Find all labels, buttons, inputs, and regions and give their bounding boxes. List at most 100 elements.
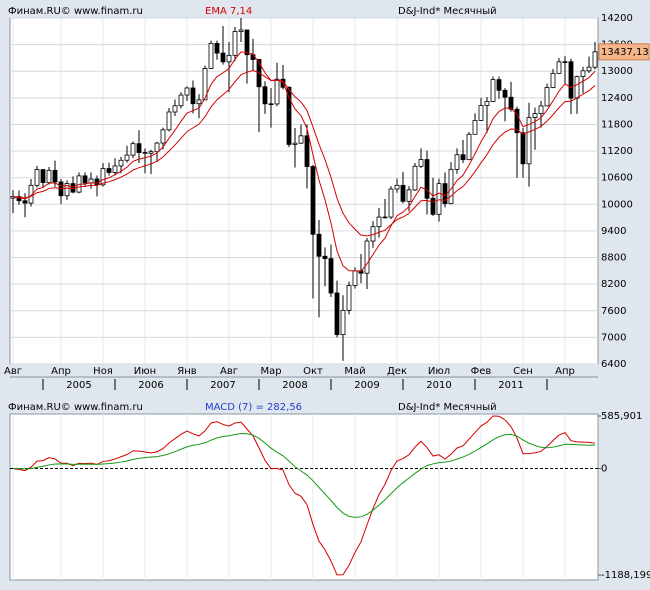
candle-body bbox=[322, 255, 328, 260]
candle-body bbox=[118, 159, 124, 167]
y-tick-label: 7600 bbox=[601, 306, 626, 317]
x-tick-label: Авг bbox=[220, 366, 238, 377]
year-label: 2008 bbox=[282, 380, 307, 391]
candle-body bbox=[22, 200, 28, 204]
candle-body bbox=[520, 132, 526, 165]
candle-body bbox=[346, 285, 352, 311]
indicator-line bbox=[12, 51, 596, 272]
candle-body bbox=[28, 184, 34, 204]
candle-body bbox=[136, 143, 142, 153]
header-left: Финам.RU© www.finam.ru bbox=[8, 6, 143, 17]
candle-body bbox=[154, 142, 160, 153]
candle-body bbox=[526, 117, 532, 165]
x-tick-label: Май bbox=[344, 366, 365, 377]
last-price-tag bbox=[598, 43, 650, 61]
candle-body bbox=[220, 52, 226, 63]
candle-body bbox=[16, 196, 22, 202]
x-tick-label: Мар bbox=[260, 366, 281, 377]
candle-body bbox=[52, 169, 58, 183]
indicator-line bbox=[12, 432, 596, 518]
candle-body bbox=[514, 108, 520, 134]
candle-body bbox=[352, 270, 358, 286]
header-right: D&J-Ind* Месячный bbox=[398, 6, 497, 17]
candle-body bbox=[64, 183, 70, 197]
candle-body bbox=[550, 72, 556, 88]
y-tick-label: 12400 bbox=[601, 93, 633, 104]
x-tick-label: Апр bbox=[51, 366, 71, 377]
candle-body bbox=[148, 151, 154, 154]
candle-body bbox=[466, 133, 472, 161]
candle-body bbox=[304, 135, 310, 167]
candle-body bbox=[196, 99, 202, 105]
candle-body bbox=[130, 143, 136, 156]
candle-body bbox=[376, 216, 382, 228]
candle-body bbox=[508, 96, 514, 110]
x-tick-label: Июл bbox=[428, 366, 450, 377]
y-tick-label: 7000 bbox=[601, 332, 626, 343]
candle-body bbox=[208, 42, 214, 69]
candle-body bbox=[274, 78, 280, 105]
chart-title: MACD (7) = 282,56 bbox=[205, 402, 302, 413]
candle-body bbox=[484, 100, 490, 106]
candle-body bbox=[574, 76, 580, 99]
candle-body bbox=[202, 68, 208, 101]
candle-body bbox=[100, 168, 106, 186]
candle-body bbox=[178, 94, 184, 107]
candle-body bbox=[166, 111, 172, 131]
candle-body bbox=[334, 292, 340, 335]
candle-body bbox=[262, 86, 268, 105]
y-tick-label: 11200 bbox=[601, 146, 633, 157]
last-price-label: 13437,13 bbox=[601, 47, 649, 58]
x-tick-label: Авг bbox=[4, 366, 22, 377]
candle-body bbox=[40, 169, 46, 183]
year-label: 2007 bbox=[210, 380, 235, 391]
candle-body bbox=[172, 105, 178, 113]
candle-body bbox=[328, 258, 334, 294]
indicator-line bbox=[12, 415, 596, 576]
y-tick-label: 10000 bbox=[601, 199, 633, 210]
candle-body bbox=[214, 42, 220, 54]
candle-body bbox=[244, 29, 250, 56]
candle-body bbox=[544, 87, 550, 107]
candle-body bbox=[340, 309, 346, 335]
candle-body bbox=[34, 169, 40, 186]
candle-body bbox=[268, 103, 274, 105]
y-tick-label: 8800 bbox=[601, 253, 626, 264]
candle-body bbox=[106, 168, 112, 173]
candle-body bbox=[418, 159, 424, 167]
candle-body bbox=[538, 105, 544, 114]
candle-body bbox=[142, 152, 148, 154]
x-tick-label: Янв bbox=[177, 366, 196, 377]
x-tick-label: Ноя bbox=[93, 366, 113, 377]
x-tick-label: Фев bbox=[471, 366, 492, 377]
y-tick-label: 14200 bbox=[601, 13, 633, 24]
macd-panel bbox=[9, 413, 599, 581]
candle-body bbox=[292, 142, 298, 145]
candle-body bbox=[412, 165, 418, 191]
candle-body bbox=[430, 197, 436, 215]
candle-body bbox=[502, 89, 508, 98]
candle-body bbox=[394, 184, 400, 190]
candle-body bbox=[436, 183, 442, 215]
x-tick-label: Сен bbox=[513, 366, 533, 377]
x-tick-label: Июн bbox=[134, 366, 156, 377]
candle-body bbox=[388, 188, 394, 218]
candle-body bbox=[238, 29, 244, 32]
candle-body bbox=[454, 154, 460, 170]
candle-body bbox=[190, 87, 196, 105]
candle-body bbox=[286, 86, 292, 145]
candle-body bbox=[562, 61, 568, 63]
candle-body bbox=[184, 87, 190, 96]
candle-body bbox=[460, 154, 466, 161]
candle-body bbox=[532, 113, 538, 118]
header-right: D&J-Ind* Месячный bbox=[398, 402, 497, 413]
price-panel bbox=[9, 17, 599, 365]
y-tick-label: 11800 bbox=[601, 119, 633, 130]
candle-body bbox=[382, 216, 388, 219]
candle-body bbox=[556, 61, 562, 74]
candle-body bbox=[580, 70, 586, 77]
chart-title: EMA 7,14 bbox=[205, 6, 252, 17]
y-tick-label: 6400 bbox=[601, 359, 626, 370]
y-tick-label: 10600 bbox=[601, 173, 633, 184]
